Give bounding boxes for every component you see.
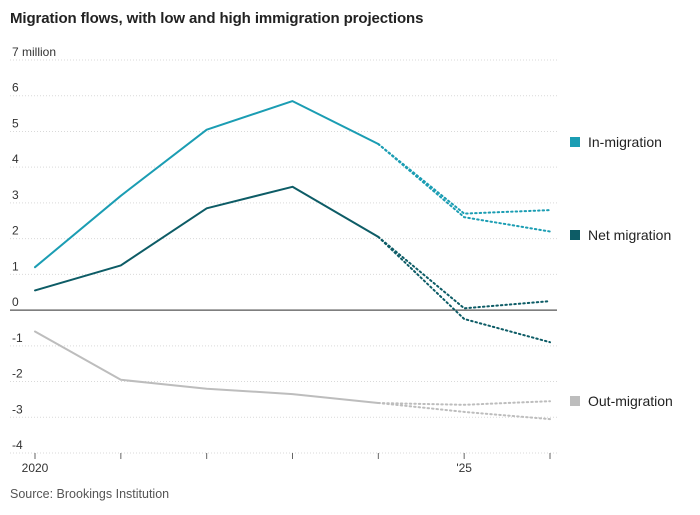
in-migration-line — [34, 100, 380, 269]
y-tick-label: 5 — [12, 116, 19, 130]
y-tick-label: 7 million — [12, 45, 56, 59]
grid-lines — [10, 59, 557, 454]
y-tick-label: 6 — [12, 81, 19, 95]
chart-title: Migration flows, with low and high immig… — [10, 10, 424, 27]
y-tick-label: -1 — [12, 331, 23, 345]
out-migration-low-projection — [377, 402, 551, 421]
y-tick-label: -4 — [12, 438, 23, 452]
net-migration-legend-label: Net migration — [588, 227, 671, 243]
x-tick-label: 2020 — [22, 461, 49, 475]
net-migration-line — [34, 185, 380, 292]
y-tick-label: 0 — [12, 295, 19, 309]
x-axis-ticks: 2020 '25 — [22, 453, 551, 475]
y-axis-labels: 7 million 6 5 4 3 2 1 0 -1 -2 -3 -4 — [12, 45, 56, 452]
in-migration-high-projection — [377, 143, 551, 215]
y-tick-label: -3 — [12, 402, 23, 416]
y-tick-label: -2 — [12, 367, 23, 381]
y-tick-label: 1 — [12, 259, 19, 273]
out-migration-line — [34, 330, 380, 404]
out-migration-legend-label: Out-migration — [588, 393, 673, 409]
y-tick-label: 4 — [12, 152, 19, 166]
x-tick-label: '25 — [456, 461, 472, 475]
legend: In-migration Net migration Out-migration — [570, 134, 673, 409]
in-migration-low-projection — [377, 143, 551, 233]
out-migration-legend-swatch — [570, 396, 580, 406]
out-migration-high-projection — [377, 400, 551, 406]
y-tick-label: 3 — [12, 188, 19, 202]
y-tick-label: 2 — [12, 224, 19, 238]
source-note: Source: Brookings Institution — [10, 487, 170, 501]
in-migration-legend-swatch — [570, 137, 580, 147]
net-migration-high-projection — [377, 235, 551, 310]
in-migration-legend-label: In-migration — [588, 134, 662, 150]
series-lines — [34, 100, 551, 421]
net-migration-low-projection — [377, 235, 551, 344]
net-migration-legend-swatch — [570, 230, 580, 240]
